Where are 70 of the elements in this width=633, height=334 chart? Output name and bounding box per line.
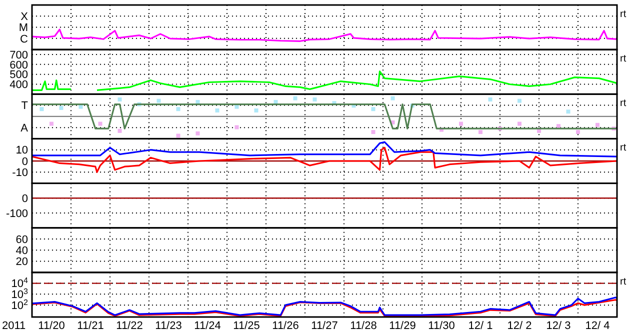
point — [518, 98, 522, 103]
x-tick-label: 12/ 4 — [585, 320, 610, 332]
point — [518, 122, 522, 126]
point — [371, 130, 376, 134]
category-label: X — [20, 10, 28, 23]
y-tick-label: 10 — [16, 144, 28, 157]
point — [596, 122, 600, 127]
point — [40, 107, 44, 112]
point — [50, 122, 54, 126]
point — [118, 97, 122, 102]
text: rt — [620, 98, 626, 110]
point — [59, 106, 64, 110]
point — [118, 128, 122, 133]
text: rt — [620, 54, 626, 65]
y-tick-label: 400 — [10, 79, 28, 92]
y-tick-label: 500 — [10, 69, 28, 82]
point — [78, 104, 83, 109]
point — [98, 122, 102, 126]
x-tick-label: 11/30 — [428, 320, 455, 332]
x-tick-label: 11/20 — [38, 320, 65, 332]
point — [488, 97, 492, 102]
text: rt — [620, 276, 626, 288]
point — [156, 98, 161, 103]
text: rt — [620, 9, 626, 20]
point — [566, 110, 570, 114]
category-label: C — [20, 33, 28, 46]
y-tick-label: 40 — [16, 244, 28, 257]
x-tick-label: 11/22 — [116, 320, 143, 332]
x-tick-label: 12/ 2 — [507, 320, 532, 332]
text: rt — [620, 142, 626, 154]
point — [234, 125, 239, 130]
y-tick-label: 20 — [16, 256, 28, 268]
point — [293, 96, 298, 100]
y-tick-label: 600 — [10, 59, 28, 72]
category-label: T — [21, 100, 28, 112]
y-tick-label: 10$^{2}$ — [11, 297, 29, 312]
x-tick-label: 11/24 — [194, 320, 221, 332]
point — [576, 130, 580, 134]
x-tick-label: 12/ 1 — [468, 320, 493, 332]
category-label: A — [20, 122, 28, 134]
point — [196, 131, 200, 136]
line-series — [32, 141, 617, 158]
point — [459, 122, 463, 126]
x-axis-title: 2011 — [2, 320, 26, 332]
y-tick-label: -100 — [6, 208, 28, 220]
y-tick-label: 60 — [16, 234, 28, 246]
point — [390, 96, 395, 100]
y-tick-label: 700 — [10, 49, 28, 62]
y-tick-label: -10 — [12, 166, 28, 179]
point — [176, 134, 180, 138]
y-tick-label: 0 — [22, 156, 28, 168]
point — [478, 130, 482, 134]
point — [371, 107, 376, 112]
x-tick-label: 12/ 3 — [546, 320, 571, 332]
x-tick-label: 11/25 — [233, 320, 260, 332]
x-tick-label: 11/26 — [272, 320, 299, 332]
x-tick-label: 11/29 — [389, 320, 416, 332]
point — [176, 107, 180, 112]
x-tick-label: 11/23 — [155, 320, 182, 332]
point — [556, 124, 560, 128]
line-series — [32, 146, 617, 173]
x-tick-label: 11/27 — [311, 320, 338, 332]
point — [234, 104, 239, 109]
x-tick-label: 11/28 — [350, 320, 377, 332]
y-tick-label: 0 — [22, 192, 28, 205]
x-tick-label: 11/21 — [77, 320, 104, 332]
point — [254, 108, 258, 112]
point — [215, 108, 220, 112]
point — [312, 97, 317, 102]
category-label: M — [18, 22, 28, 34]
